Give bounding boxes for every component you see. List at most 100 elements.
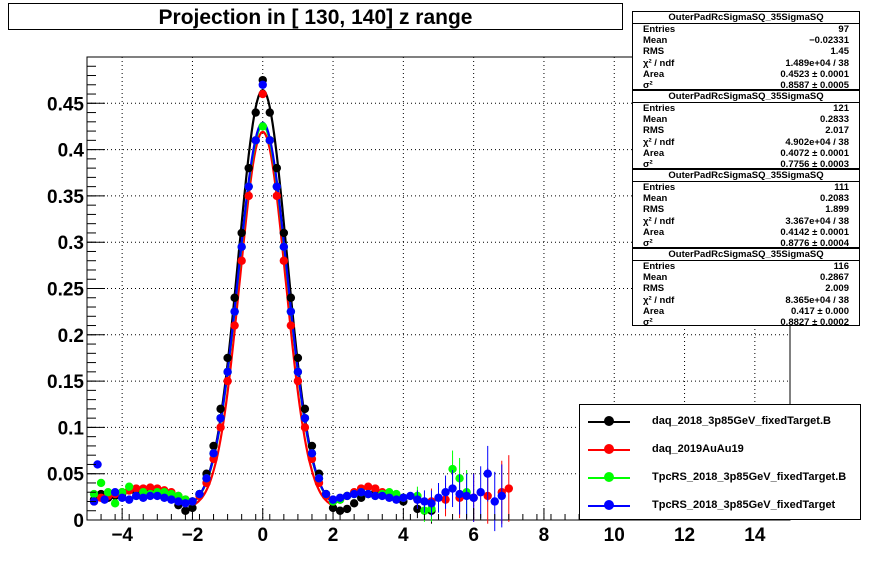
legend-entry: TpcRS_2018_3p85GeV_fixedTarget.B (580, 468, 862, 488)
stats-key: Mean (643, 193, 668, 205)
stats-value: 1.45 (830, 46, 850, 58)
y-tick-label: 0.4 (58, 141, 85, 162)
data-point-series-3 (146, 491, 155, 501)
data-point-series-0 (223, 353, 232, 363)
data-point-series-0 (286, 293, 296, 302)
data-point-series-3 (476, 488, 485, 497)
data-point-series-3 (413, 495, 422, 504)
data-point-series-3 (462, 491, 471, 501)
x-tick-label: 8 (539, 525, 550, 546)
data-point-series-3 (378, 491, 387, 501)
legend-entry: daq_2019AuAu19 (580, 440, 862, 460)
data-point-series-3 (272, 182, 282, 191)
data-point-series-3 (124, 495, 134, 504)
stats-value: 0.4072 ± 0.0001 (780, 147, 849, 159)
legend-dot-marker (604, 416, 614, 426)
data-point-series-3 (195, 489, 204, 499)
stats-row: Area 0.417 ± 0.000 (633, 306, 859, 317)
stats-key: RMS (643, 204, 665, 216)
stats-key: RMS (643, 46, 665, 58)
stats-value: 0.2867 (819, 272, 849, 284)
stats-key: Area (643, 68, 665, 80)
stats-panel-title: OuterPadRcSigmaSQ_35SigmaSQ (633, 91, 859, 103)
chart-title: Projection in [ 130, 140] z range (8, 3, 623, 30)
data-point-series-0 (230, 293, 239, 302)
data-point-series-1 (286, 321, 296, 330)
stats-panel: OuterPadRcSigmaSQ_35SigmaSQ Entries 116 Mea… (632, 248, 860, 328)
data-point-series-0 (328, 503, 338, 513)
data-point-series-0 (279, 228, 289, 238)
data-point-series-3 (307, 449, 317, 458)
data-point-series-1 (146, 483, 155, 492)
stats-key: Area (643, 147, 665, 159)
data-point-series-0 (335, 506, 345, 515)
data-point-series-1 (258, 89, 267, 99)
stats-value: 2.009 (825, 283, 849, 295)
stats-key: Mean (643, 35, 668, 47)
data-point-series-0 (216, 404, 225, 414)
y-tick-label: 0.45 (47, 94, 84, 115)
stats-value: 8.365e+04 / 38 (785, 294, 849, 306)
data-point-series-3 (349, 489, 359, 499)
data-point-series-1 (504, 484, 513, 493)
data-point-series-0 (251, 108, 260, 117)
data-point-series-2 (448, 464, 457, 474)
data-point-series-0 (300, 404, 310, 414)
data-point-series-3 (181, 499, 190, 508)
data-point-series-1 (371, 484, 380, 493)
stats-value: 4.902e+04 / 38 (785, 136, 849, 148)
data-point-series-1 (223, 376, 232, 386)
data-point-series-2 (103, 488, 113, 497)
data-point-series-0 (181, 506, 190, 515)
stats-row: Area 0.4523 ± 0.0001 (633, 69, 859, 80)
data-point-series-2 (89, 489, 99, 499)
data-point-series-3 (434, 493, 443, 502)
y-tick-label: 0.25 (47, 280, 84, 301)
stats-row: RMS 1.899 (633, 204, 859, 215)
data-point-series-3 (223, 367, 232, 377)
stats-key: Area (643, 305, 665, 317)
data-point-series-3 (420, 497, 429, 506)
data-point-series-2 (96, 478, 106, 488)
data-point-series-3 (160, 493, 169, 502)
stats-row: Area 0.4072 ± 0.0001 (633, 148, 859, 159)
stats-panel-title: OuterPadRcSigmaSQ_35SigmaSQ (633, 12, 859, 24)
data-point-series-3 (448, 484, 457, 493)
data-point-series-3 (406, 491, 415, 501)
stats-key: Entries (643, 261, 676, 272)
data-point-series-3 (244, 182, 253, 191)
x-tick-label: −4 (111, 525, 133, 546)
legend-entry: daq_2018_3p85GeV_fixedTarget.B (580, 412, 862, 432)
data-point-series-3 (110, 488, 120, 497)
y-tick-label: 0.05 (47, 465, 84, 486)
stats-value: 3.367e+04 / 38 (785, 215, 849, 227)
data-point-series-3 (385, 493, 394, 502)
stats-value: 0.8776 ± 0.0004 (780, 237, 849, 249)
data-point-series-2 (258, 122, 267, 131)
data-point-series-3 (371, 491, 380, 501)
stats-key: σ² (643, 237, 653, 249)
stats-panel-title: OuterPadRcSigmaSQ_35SigmaSQ (633, 249, 859, 261)
data-point-series-0 (265, 108, 274, 117)
data-point-series-3 (117, 493, 127, 502)
data-point-series-0 (307, 441, 317, 451)
data-point-series-3 (364, 489, 373, 499)
stats-key: σ² (643, 316, 653, 328)
data-point-series-0 (188, 503, 197, 513)
data-point-series-3 (399, 493, 408, 502)
stats-value: 116 (833, 261, 849, 272)
stats-row: σ² 0.8776 ± 0.0004 (633, 238, 859, 249)
data-point-series-0 (293, 353, 303, 363)
data-point-series-1 (244, 191, 253, 201)
data-point-series-1 (279, 256, 289, 265)
legend-label: daq_2019AuAu19 (652, 443, 744, 455)
data-point-series-3 (392, 495, 401, 504)
data-point-series-0 (244, 163, 253, 173)
y-tick-label: 0.3 (58, 233, 84, 254)
stats-value: 0.2083 (819, 193, 849, 205)
stats-value: 0.8827 ± 0.0002 (780, 316, 849, 328)
y-tick-label: 0 (73, 511, 84, 532)
data-point-series-3 (497, 491, 506, 501)
data-point-series-3 (237, 242, 246, 252)
x-tick-label: 14 (744, 525, 766, 546)
